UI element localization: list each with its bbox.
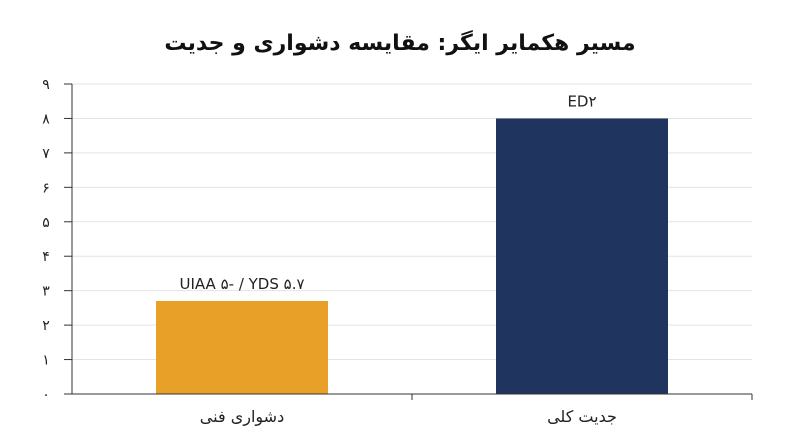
y-tick-label: ۶ — [42, 180, 50, 196]
y-tick-label: ۹ — [42, 77, 50, 93]
y-tick-label: ۰ — [42, 387, 50, 403]
bars — [156, 118, 668, 394]
data-labels: UIAA ۵- / YDS ۵.۷ ED۲ — [179, 92, 596, 293]
y-tick-label: ۵ — [42, 215, 50, 231]
chart-title: مسیر هکمایر ایگر: مقایسه دشواری و جدیت — [164, 29, 635, 56]
y-axis-ticks: ۰ ۱ ۲ ۳ ۴ ۵ ۶ ۷ ۸ ۹ — [42, 77, 72, 403]
bar — [496, 118, 668, 394]
data-label: ED۲ — [567, 92, 596, 110]
x-category-label: جدیت کلی — [547, 407, 617, 426]
x-axis: دشواری فنی جدیت کلی — [71, 84, 753, 427]
y-tick-label: ۴ — [42, 249, 50, 265]
data-label: UIAA ۵- / YDS ۵.۷ — [179, 275, 304, 293]
x-category-label: دشواری فنی — [200, 407, 284, 427]
y-tick-label: ۸ — [42, 111, 50, 127]
y-tick-label: ۱ — [42, 353, 50, 369]
y-tick-label: ۲ — [42, 318, 50, 334]
y-tick-label: ۳ — [42, 284, 50, 300]
y-tick-label: ۷ — [42, 146, 50, 162]
bar — [156, 301, 328, 394]
